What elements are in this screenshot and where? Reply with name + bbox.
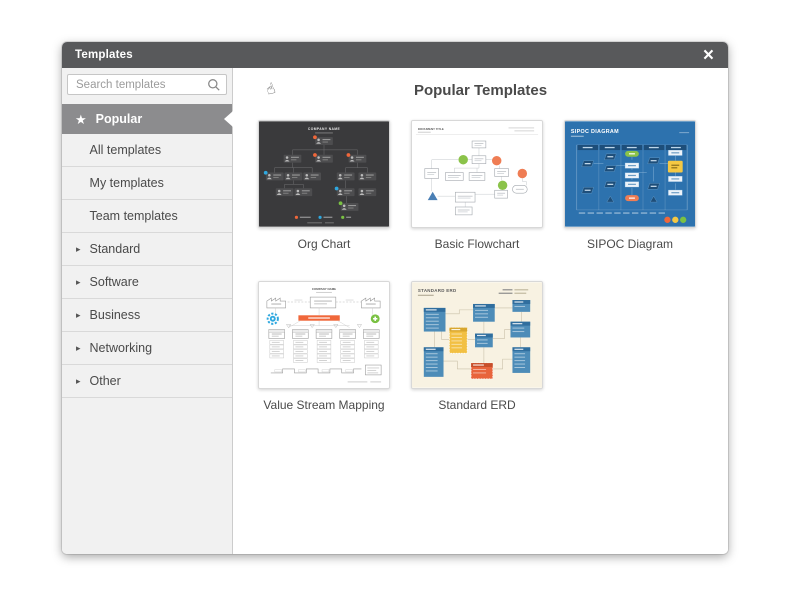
sidebar-item-standard[interactable]: ▸ Standard: [62, 233, 232, 266]
template-card-standard-erd[interactable]: STANDARD ERD Standard ERD: [411, 281, 543, 412]
template-thumbnail-org-chart: COMPANY NAME: [258, 120, 390, 228]
dialog-title: Templates: [75, 49, 133, 61]
sidebar-item-label: Other: [89, 374, 121, 388]
standard-erd-thumbnail-svg: STANDARD ERD: [412, 282, 542, 388]
chevron-right-icon: ▸: [76, 243, 81, 254]
template-card-org-chart[interactable]: COMPANY NAME Org Chart: [258, 120, 390, 251]
sidebar-item-popular[interactable]: ★ Popular: [62, 104, 233, 134]
sidebar-item-label: Popular: [95, 112, 143, 126]
templates-grid: COMPANY NAME Org Chart DOCUMENT TITLE Ba…: [258, 120, 704, 412]
svg-text:STANDARD ERD: STANDARD ERD: [418, 288, 457, 293]
sidebar-item-label: Networking: [89, 341, 153, 355]
sidebar-item-business[interactable]: ▸ Business: [62, 299, 232, 332]
sidebar-item-label: Business: [89, 308, 141, 322]
dialog-title-bar: Templates ×: [62, 42, 728, 68]
main-panel: Popular Templates COMPANY NAME Org Chart…: [233, 68, 728, 554]
svg-text:DOCUMENT TITLE: DOCUMENT TITLE: [418, 127, 444, 131]
sidebar-item-label: Standard: [89, 242, 141, 256]
dialog-body: ★ Popular ▸All templates▸My templates▸Te…: [62, 68, 728, 554]
template-thumbnail-basic-flowchart: DOCUMENT TITLE: [411, 120, 543, 228]
sidebar-item-networking[interactable]: ▸ Networking: [62, 332, 232, 365]
templates-dialog: Templates × ★ Popular ▸All templates▸My …: [62, 42, 728, 554]
sidebar-item-my-templates[interactable]: ▸My templates: [62, 167, 232, 200]
sidebar-item-all-templates[interactable]: ▸All templates: [62, 134, 232, 167]
sidebar-item-label: Team templates: [89, 209, 178, 223]
sidebar-item-label: All templates: [89, 143, 162, 157]
page-title: Popular Templates: [413, 82, 548, 99]
close-icon: ×: [702, 44, 714, 66]
chevron-right-icon: ▸: [76, 375, 81, 386]
chevron-right-icon: ▸: [76, 342, 81, 353]
template-caption: SIPOC Diagram: [586, 237, 674, 251]
template-caption: Value Stream Mapping: [263, 398, 385, 412]
sidebar-nav: ▸All templates▸My templates▸Team templat…: [62, 134, 232, 398]
chevron-right-icon: ▸: [76, 309, 81, 320]
template-thumbnail-standard-erd: STANDARD ERD: [411, 281, 543, 389]
sidebar-item-team-templates[interactable]: ▸Team templates: [62, 200, 232, 233]
basic-flowchart-thumbnail-svg: DOCUMENT TITLE: [412, 121, 542, 227]
sidebar-item-label: My templates: [89, 176, 164, 190]
sipoc-diagram-thumbnail-svg: SIPOC DIAGRAM: [565, 121, 695, 227]
template-caption: Standard ERD: [438, 398, 516, 412]
sidebar-item-label: Software: [89, 275, 139, 289]
svg-text:COMPANY NAME: COMPANY NAME: [312, 287, 336, 291]
star-icon: ★: [75, 111, 87, 127]
template-thumbnail-value-stream-mapping: COMPANY NAME: [258, 281, 390, 389]
sidebar-item-other[interactable]: ▸ Other: [62, 365, 232, 398]
search-box: [67, 74, 227, 95]
svg-text:SIPOC DIAGRAM: SIPOC DIAGRAM: [571, 129, 619, 135]
chevron-right-icon: ▸: [76, 276, 81, 287]
template-card-value-stream-mapping[interactable]: COMPANY NAME Value Stream Mapping: [258, 281, 390, 412]
template-card-sipoc-diagram[interactable]: SIPOC DIAGRAM SIPOC Diagram: [564, 120, 696, 251]
org-chart-thumbnail-svg: COMPANY NAME: [259, 121, 389, 227]
svg-text:COMPANY NAME: COMPANY NAME: [308, 127, 341, 131]
template-card-basic-flowchart[interactable]: DOCUMENT TITLE Basic Flowchart: [411, 120, 543, 251]
search-icon: [208, 78, 220, 91]
close-button[interactable]: ×: [702, 46, 715, 65]
template-caption: Basic Flowchart: [434, 237, 520, 251]
template-thumbnail-sipoc-diagram: SIPOC DIAGRAM: [564, 120, 696, 228]
sidebar: ★ Popular ▸All templates▸My templates▸Te…: [62, 68, 233, 554]
search-input[interactable]: [67, 74, 227, 95]
template-caption: Org Chart: [297, 237, 351, 251]
value-stream-mapping-thumbnail-svg: COMPANY NAME: [259, 282, 389, 388]
sidebar-item-software[interactable]: ▸ Software: [62, 266, 232, 299]
